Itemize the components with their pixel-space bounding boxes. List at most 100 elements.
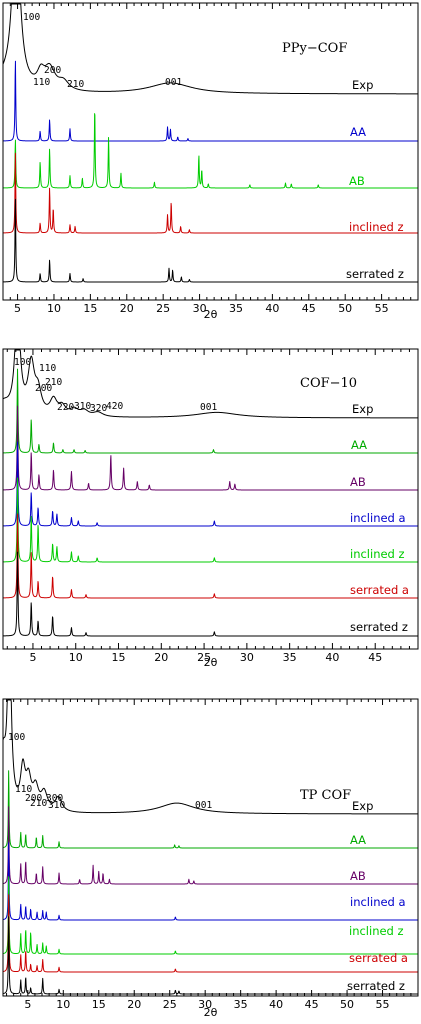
plot-frame: [2, 348, 419, 650]
x-tick-label: 10: [56, 998, 70, 1011]
x-tick-label: 40: [269, 998, 283, 1011]
peak-label-210: 210: [45, 377, 62, 388]
peak-label-200: 200: [44, 65, 61, 76]
x-tick-label: 15: [83, 302, 97, 315]
trace-aa: [2, 60, 419, 142]
cof-10-panel: Exp AA AB inclined a inclined z serrated a ser…: [2, 348, 419, 669]
peak-label-210: 210: [30, 798, 47, 809]
x-tick-label: 30: [193, 302, 207, 315]
x-tick-label: 25: [156, 302, 170, 315]
peak-label-100: 100: [23, 12, 40, 23]
trace-ab: [2, 405, 419, 491]
x-tick-label: 30: [198, 998, 212, 1011]
x-tick-label: 40: [265, 302, 279, 315]
trace-inclined-z: [2, 876, 419, 955]
ppy-cof-panel: Exp AA AB inclined z serrated z 5 10 15 20 25 30 35…: [2, 2, 419, 321]
peak-label-110: 110: [15, 784, 32, 795]
peak-label-200: 200: [25, 793, 42, 804]
trace-inclined-z: [2, 477, 419, 563]
x-tick-label: 35: [234, 998, 248, 1011]
x-tick-label: 10: [69, 651, 83, 664]
trace-ab: [2, 806, 419, 885]
plot-frame: [2, 698, 419, 997]
series-label-serrated-z: serrated z: [346, 267, 404, 281]
peak-label-100: 100: [8, 732, 25, 743]
peak-label-220: 220: [57, 402, 74, 413]
series-label-exp: Exp: [352, 78, 373, 92]
x-tick-label: 20: [154, 651, 168, 664]
x-tick-label: 35: [229, 302, 243, 315]
series-label-ab: AB: [350, 869, 366, 883]
trace-aa: [2, 368, 419, 454]
peak-label-110: 110: [33, 77, 50, 88]
x-tick-label: 55: [376, 998, 390, 1011]
chart-title: TP COF: [300, 788, 351, 803]
chart-title: COF−10: [300, 376, 357, 391]
series-label-serrated-a: serrated a: [350, 583, 409, 597]
series-label-serrated-z: serrated z: [350, 620, 408, 634]
chart-title: PPy−COF: [282, 41, 347, 56]
plot-frame: [2, 2, 419, 301]
peak-label-001: 001: [200, 402, 217, 413]
peak-label-310: 310: [74, 401, 91, 412]
trace-inclined-z: [2, 152, 419, 234]
peak-label-200: 200: [35, 383, 52, 394]
x-tick-label: 50: [338, 302, 352, 315]
x-tick-label: 45: [305, 998, 319, 1011]
x-tick-label: 20: [120, 302, 134, 315]
peak-label-420: 420: [106, 401, 123, 412]
x-tick-label: 45: [302, 302, 316, 315]
series-label-inclined-a: inclined a: [350, 511, 406, 525]
x-axis-label: 2θ: [204, 656, 218, 669]
series-label-serrated-z: serrated z: [347, 979, 405, 993]
x-axis-label: 2θ: [204, 1006, 218, 1019]
x-tick-label: 15: [92, 998, 106, 1011]
peak-label-001: 001: [165, 77, 182, 88]
x-tick-label: 45: [368, 651, 382, 664]
trace-ab: [2, 113, 419, 189]
x-tick-label: 15: [112, 651, 126, 664]
x-axis-label: 2θ: [204, 308, 218, 321]
x-tick-label: 30: [240, 651, 254, 664]
trace-serrated-a: [2, 513, 419, 599]
series-label-serrated-a: serrated a: [349, 951, 408, 965]
series-label-aa: AA: [350, 833, 366, 847]
x-tick-label: 50: [340, 998, 354, 1011]
peak-label-320: 320: [90, 403, 107, 414]
peak-label-100: 100: [14, 357, 31, 368]
trace-inclined-a: [2, 441, 419, 527]
series-label-inclined-a: inclined a: [350, 895, 406, 909]
series-label-exp: Exp: [352, 799, 373, 813]
series-label-inclined-z: inclined z: [350, 547, 405, 561]
series-label-inclined-z: inclined z: [349, 220, 404, 234]
trace-serrated-z: [2, 551, 419, 637]
peak-label-310: 310: [48, 800, 65, 811]
series-label-inclined-z: inclined z: [349, 924, 404, 938]
trace-exp: [2, 3, 419, 95]
x-tick-label: 40: [325, 651, 339, 664]
peak-label-001: 001: [195, 800, 212, 811]
trace-aa: [2, 770, 419, 849]
trace-serrated-a: [2, 894, 419, 973]
series-label-aa: AA: [350, 125, 366, 139]
trace-exp: [2, 699, 419, 815]
trace-serrated-z: [2, 916, 419, 995]
tp-cof-panel: Exp AA AB inclined a inclined z serrated a ser…: [2, 698, 419, 1019]
peak-label-300: 300: [46, 793, 63, 804]
series-label-exp: Exp: [352, 402, 373, 416]
series-label-ab: AB: [350, 475, 366, 489]
x-tick-label: 5: [24, 998, 31, 1011]
peak-label-110: 110: [39, 363, 56, 374]
trace-serrated-z: [2, 198, 419, 283]
x-tick-label: 5: [14, 302, 21, 315]
trace-exp: [2, 349, 419, 419]
trace-inclined-a: [2, 842, 419, 921]
x-tick-label: 20: [127, 998, 141, 1011]
x-tick-label: 5: [29, 651, 36, 664]
series-label-aa: AA: [351, 438, 367, 452]
x-tick-label: 10: [47, 302, 61, 315]
x-tick-label: 25: [163, 998, 177, 1011]
x-tick-label: 55: [375, 302, 389, 315]
series-label-ab: AB: [349, 174, 365, 188]
x-tick-label: 35: [283, 651, 297, 664]
